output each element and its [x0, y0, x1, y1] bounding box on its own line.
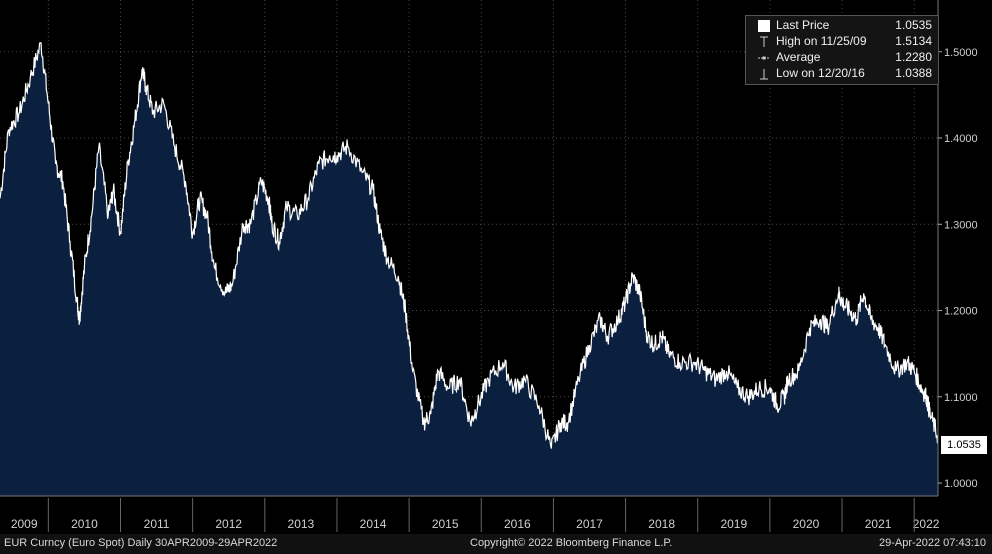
y-tick-label: 1.0000: [944, 478, 978, 490]
footer-security: EUR Curncy (Euro Spot) Daily 30APR2009-2…: [4, 537, 278, 549]
y-tick-label: 1.4000: [944, 133, 978, 145]
y-tick-label: 1.5000: [944, 47, 978, 59]
legend: Last Price 1.0535 High on 11/25/09 1.513…: [745, 15, 939, 85]
axis-layer: 1.0000 1.1000 1.2000 1.3000 1.4000 1.5000 2009…: [0, 0, 978, 532]
last-price-label: 1.0535: [941, 436, 987, 454]
legend-value: 1.0388: [895, 66, 932, 80]
y-tick-label: 1.1000: [944, 392, 978, 404]
legend-item-last-price: Last Price 1.0535: [746, 18, 938, 34]
price-area-fill: [0, 42, 938, 496]
legend-value: 1.2280: [895, 50, 932, 64]
high-marker-icon: [758, 36, 770, 48]
x-tick-label: 2012: [215, 517, 242, 531]
x-tick-label: 2020: [793, 517, 820, 531]
legend-label: Last Price: [776, 18, 830, 32]
x-tick-label: 2021: [865, 517, 892, 531]
x-tick-label: 2011: [144, 517, 170, 531]
square-icon: [758, 20, 770, 32]
x-tick-label: 2010: [71, 517, 98, 531]
y-tick-label: 1.3000: [944, 219, 978, 231]
low-marker-icon: [758, 68, 770, 80]
footer-bar: EUR Curncy (Euro Spot) Daily 30APR2009-2…: [0, 534, 992, 554]
legend-label: Average: [776, 50, 821, 64]
legend-item-average: Average 1.2280: [746, 50, 938, 66]
price-series-line: [0, 42, 939, 449]
legend-value: 1.5134: [895, 34, 932, 48]
area-layer: [0, 42, 939, 496]
average-line-icon: [758, 52, 770, 64]
legend-value: 1.0535: [895, 18, 932, 32]
x-tick-label: 2019: [720, 517, 747, 531]
y-tick-label: 1.2000: [944, 306, 978, 318]
x-tick-label: 2017: [576, 517, 603, 531]
x-tick-label: 2013: [288, 517, 315, 531]
legend-label: Low on 12/20/16: [776, 66, 865, 80]
legend-item-high: High on 11/25/09 1.5134: [746, 34, 938, 50]
x-tick-label: 2009: [11, 517, 38, 531]
x-tick-label: 2022: [913, 517, 940, 531]
footer-timestamp: 29-Apr-2022 07:43:10: [878, 537, 986, 549]
legend-label: High on 11/25/09: [776, 34, 867, 48]
x-tick-label: 2015: [432, 517, 459, 531]
x-tick-label: 2014: [360, 517, 387, 531]
footer-copyright: Copyright© 2022 Bloomberg Finance L.P.: [470, 537, 673, 549]
x-tick-label: 2018: [648, 517, 675, 531]
x-tick-label: 2016: [504, 517, 531, 531]
legend-item-low: Low on 12/20/16 1.0388: [746, 66, 938, 82]
